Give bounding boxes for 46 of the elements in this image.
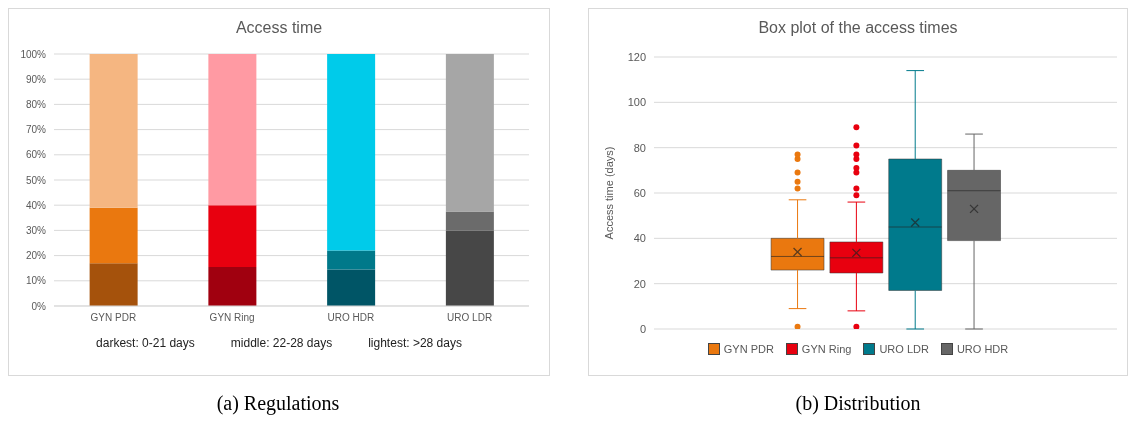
chart-title: Access time (234, 18, 324, 38)
y-tick-label: 10% (25, 275, 47, 287)
y-tick-label: 90% (25, 73, 47, 85)
legend-label: GYN PDR (722, 343, 774, 355)
bar (89, 207, 138, 264)
text: middle: 22-28 days (230, 336, 333, 350)
text: darkest: 0-21 days (96, 336, 195, 350)
legend-label: URO HDR (955, 343, 1009, 355)
x-tick-label: GYN Ring (209, 312, 255, 324)
y-tick-label: 100% (20, 48, 47, 60)
y-tick-label: 20 (633, 277, 646, 290)
y-tick-label: 0 (639, 322, 646, 335)
y-tick-label: 70% (25, 124, 47, 136)
bar (208, 205, 257, 267)
y-tick-label: 40% (25, 199, 47, 211)
legend-label: URO LDR (878, 343, 929, 355)
legend-label: GYN Ring (800, 343, 852, 355)
y-tick-label: 120 (627, 50, 646, 63)
x-tick-label: URO LDR (447, 312, 493, 324)
bar (89, 263, 138, 306)
text: lightest: >28 days (368, 336, 462, 350)
y-tick-label: 80 (633, 141, 646, 154)
y-axis-title: Access time (days) (602, 146, 615, 240)
bar (208, 54, 257, 206)
y-tick-label: 80% (25, 98, 47, 110)
y-tick-label: 60% (25, 149, 47, 161)
bar (445, 211, 494, 231)
y-tick-label: 60 (633, 186, 646, 199)
bar (445, 230, 494, 306)
y-tick-label: 40 (633, 232, 646, 245)
text: (a) Regulations (215, 392, 341, 415)
y-tick-label: 20% (25, 250, 47, 262)
text: (b) Distribution (794, 392, 922, 415)
bar (327, 54, 376, 251)
y-tick-label: 100 (627, 96, 646, 109)
y-tick-label: 30% (25, 224, 47, 236)
x-tick-label: URO HDR (327, 312, 375, 324)
bar (327, 250, 376, 270)
bar (208, 266, 257, 306)
x-tick-label: GYN PDR (90, 312, 137, 324)
bar (445, 54, 494, 212)
y-tick-label: 50% (25, 174, 47, 186)
y-tick-label: 0% (31, 300, 47, 312)
chart-title: Box plot of the access times (757, 18, 959, 38)
bar (89, 54, 138, 208)
bar (327, 269, 376, 306)
